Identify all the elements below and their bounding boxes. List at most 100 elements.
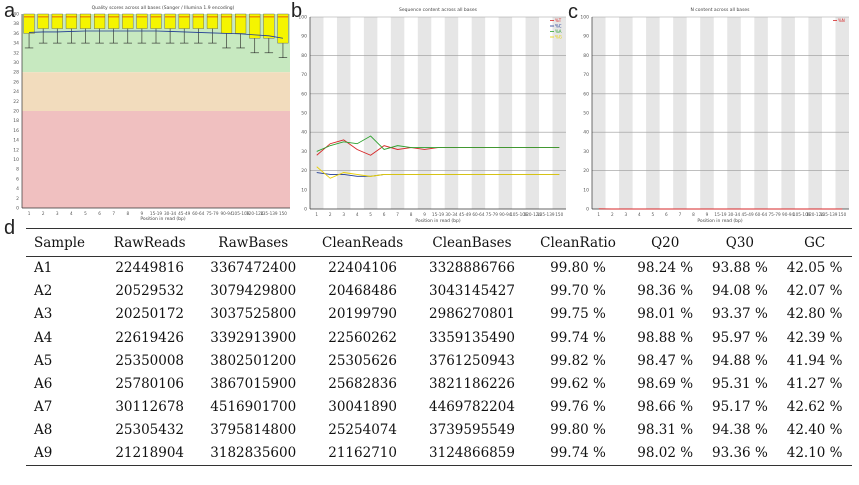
quality-box (79, 13, 92, 29)
table-cell-cleanbases: 3761250943 (429, 352, 515, 369)
x-tick-label: 8 (126, 211, 129, 216)
y-tick-label: 6 (16, 176, 19, 182)
y-tick-label: 16 (13, 128, 19, 134)
table-cell-sample: A5 (34, 352, 53, 369)
chart-b-xlabel: Position in read (bp) (415, 218, 461, 224)
table-cell-q20: 98.24 % (637, 260, 694, 277)
x-tick-label: 60-64 (192, 211, 205, 216)
x-tick-label: 5 (652, 212, 655, 217)
quality-box (206, 13, 218, 29)
table-cell-cleanbases: 2986270801 (429, 306, 515, 323)
quality-zone-poor (22, 111, 290, 208)
y-tick-label: 80 (301, 53, 307, 59)
table-cell-gc: 42.10 % (777, 442, 852, 466)
table-cell-sample: A4 (34, 329, 53, 346)
x-tick-label: 3 (56, 211, 59, 216)
column-header-sample: Sample (26, 228, 103, 257)
x-tick-label: 30-34 (445, 212, 458, 217)
y-tick-label: 8 (16, 167, 19, 173)
x-tick-label: 8 (692, 212, 695, 217)
table-cell-gc: 41.94 % (786, 352, 843, 369)
table-cell-rawbases: 4516901700 (210, 399, 297, 416)
column-band (592, 17, 606, 209)
table-cell-cleanbases: 3739595549 (429, 422, 515, 439)
quality-box (235, 13, 247, 34)
table-cell-cleanratio: 99.76 % (550, 399, 606, 416)
x-tick-label: 90-94 (499, 212, 512, 217)
column-header-cleanbases: CleanBases (415, 228, 529, 257)
table-cell-rawbases: 3802501200 (210, 352, 297, 369)
x-tick-label: 45-49 (459, 212, 472, 217)
chart-c-title: N content across all bases (690, 7, 750, 13)
table-cell-rawreads: 30112678 (115, 399, 185, 416)
legend-entry: %T (555, 18, 562, 23)
table-cell-sample: A1 (34, 260, 53, 277)
plot-background (592, 17, 849, 209)
table-cell-q30: 95.31 % (712, 376, 768, 393)
x-tick-label: 75-79 (206, 211, 219, 216)
column-header-cleanratio: CleanRatio (528, 228, 628, 257)
table-cell-sample: A2 (34, 283, 53, 300)
column-header-rawbases: RawBases (197, 228, 310, 257)
quality-box (108, 13, 120, 29)
quality-box (164, 13, 176, 29)
y-tick-label: 70 (301, 72, 307, 78)
column-band (310, 17, 324, 209)
y-tick-label: 18 (13, 118, 19, 124)
table-cell-rawbases: 3079429800 (210, 283, 297, 300)
legend-entry: %N (838, 18, 845, 23)
column-band (781, 17, 795, 209)
y-tick-label: 10 (583, 187, 589, 193)
y-tick-label: 30 (301, 149, 307, 155)
table-cell-cleanreads: 30041890 (328, 399, 397, 416)
x-tick-label: 150 (279, 211, 287, 216)
panel-label-b: b (291, 0, 303, 22)
y-tick-label: 40 (13, 12, 19, 18)
column-band (552, 17, 566, 209)
panel-label-c: c (568, 1, 578, 23)
x-tick-label: 4 (638, 212, 641, 217)
table-cell-sample: A9 (26, 442, 103, 466)
table-cell-q20: 98.31 % (637, 422, 694, 439)
table-cell-cleanbases: 4469782204 (429, 399, 515, 416)
x-tick-label: 30-34 (164, 211, 177, 216)
y-tick-label: 20 (13, 109, 19, 115)
column-band (646, 17, 660, 209)
x-tick-label: 150 (838, 212, 846, 217)
y-tick-label: 100 (298, 15, 307, 21)
table-cell-gc: 42.05 % (786, 260, 843, 277)
table-cell-gc: 42.07 % (786, 283, 843, 300)
x-tick-label: 2 (611, 212, 614, 217)
x-tick-label: 2 (42, 211, 45, 216)
legend-entry: %C (555, 24, 562, 29)
column-band (336, 17, 351, 209)
table-cell-rawbases: 3867015900 (210, 376, 297, 393)
table-cell-q20: 98.88 % (637, 329, 694, 346)
table-cell-rawreads: 25780106 (115, 376, 185, 393)
sequencing-stats-table: Sample RawReads RawBases CleanReads CleanBas… (26, 228, 852, 466)
column-band (498, 17, 513, 209)
panel-label-d: d (4, 217, 16, 239)
table-cell-cleanratio: 99.75 % (550, 306, 606, 323)
x-tick-label: 90-94 (782, 212, 795, 217)
x-tick-label: 7 (112, 211, 115, 216)
table-cell-cleanreads: 20199790 (328, 306, 397, 323)
x-tick-label: 5 (369, 212, 372, 217)
y-tick-label: 22 (13, 99, 19, 105)
y-tick-label: 90 (301, 34, 307, 40)
series-line-pct-g (316, 166, 560, 179)
x-tick-label: 4 (356, 212, 359, 217)
y-tick-label: 4 (16, 186, 19, 192)
y-tick-label: 26 (13, 79, 19, 85)
table-cell-q30: 93.37 % (712, 306, 768, 323)
y-tick-label: 14 (13, 138, 19, 144)
table-cell-cleanreads: 21162710 (309, 442, 416, 466)
chart-b-title: Sequence content across all bases (399, 7, 478, 13)
table-cell-q30: 93.88 % (712, 260, 768, 277)
table-cell-cleanbases: 3328886766 (429, 260, 515, 277)
table-cell-cleanreads: 25254074 (328, 422, 397, 439)
table-cell-q30: 95.97 % (712, 329, 768, 346)
x-tick-label: 6 (383, 212, 386, 217)
table-row: A4 22619426 3392913900 22560262 3359135490 99… (26, 326, 852, 349)
quality-scores-chart: Quality scores across all bases (Sanger … (13, 5, 290, 222)
